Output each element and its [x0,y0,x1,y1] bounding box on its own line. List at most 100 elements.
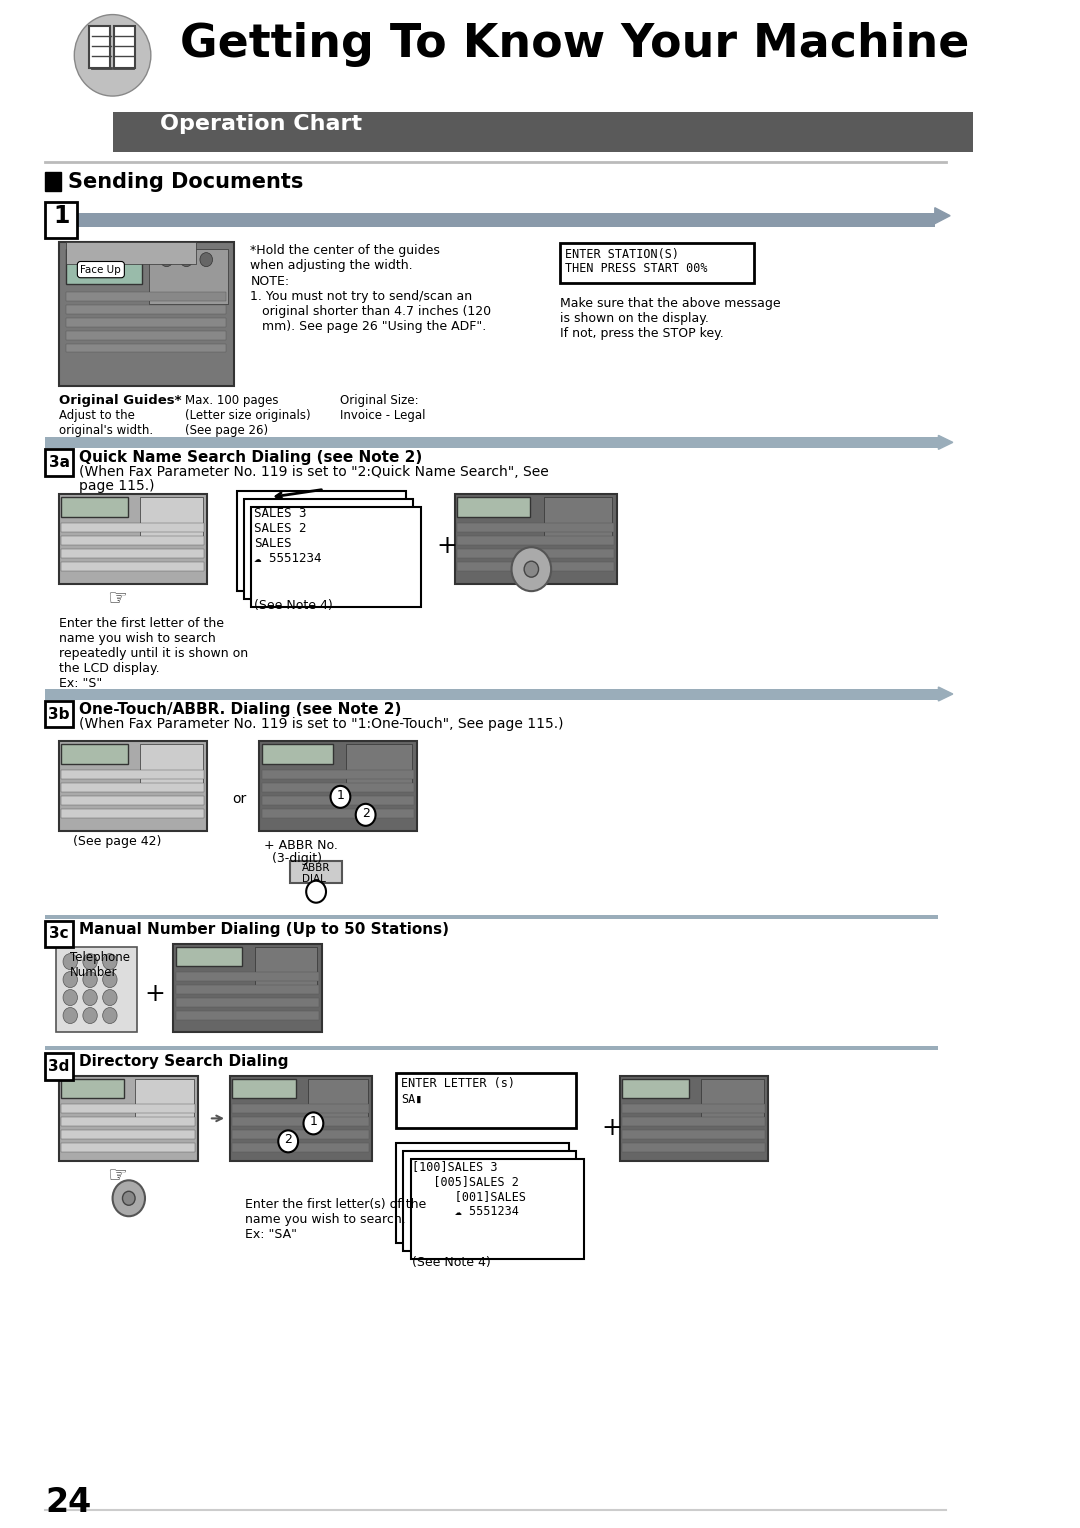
Bar [458,536,615,545]
Bar [262,770,415,779]
Bar [561,243,754,283]
Text: 3d: 3d [49,1059,70,1074]
Bar [291,860,342,883]
Bar [45,202,78,238]
Text: SALES 3: SALES 3 [254,507,307,520]
Bar [455,494,617,584]
Bar [62,523,204,532]
Bar [45,1053,73,1080]
Text: 3a: 3a [49,455,69,471]
Bar [232,1103,369,1112]
Bar [346,744,413,784]
Bar [140,497,203,538]
Bar [259,741,417,831]
Bar [173,944,322,1031]
Text: Directory Search Dialing: Directory Search Dialing [79,1054,288,1070]
Circle shape [83,990,97,1005]
Polygon shape [935,208,950,223]
Bar [66,318,226,327]
Circle shape [200,252,213,266]
Bar [232,1129,369,1138]
Bar [58,494,207,584]
Circle shape [307,880,326,903]
Circle shape [103,953,117,970]
Bar [176,984,319,993]
Bar [66,292,226,301]
Bar [410,1160,583,1259]
Text: Quick Name Search Dialing (see Note 2): Quick Name Search Dialing (see Note 2) [79,451,422,466]
Bar [78,212,935,226]
Bar [244,500,414,599]
Text: ☞: ☞ [107,1166,127,1186]
Text: +: + [602,1117,622,1140]
Bar [62,796,204,805]
Text: (3-digit): (3-digit) [264,851,322,865]
Text: Sending Documents: Sending Documents [68,171,303,191]
Bar [176,998,319,1007]
Bar [140,744,203,784]
Bar [62,1117,195,1126]
Bar [458,523,615,532]
Text: 1: 1 [310,1115,318,1128]
Text: ☞: ☞ [107,590,127,610]
Circle shape [303,1112,323,1134]
Bar [62,770,204,779]
Bar [622,1079,689,1099]
Bar [66,344,226,353]
Circle shape [63,990,78,1005]
Text: SALES: SALES [254,538,292,550]
Text: ENTER STATION(S): ENTER STATION(S) [565,248,678,261]
Circle shape [524,561,539,578]
Bar [62,536,204,545]
Bar [58,241,234,387]
Circle shape [83,1007,97,1024]
Bar [458,549,615,558]
Bar [45,1047,939,1050]
Bar [404,1151,577,1251]
Bar [255,947,318,986]
Circle shape [512,547,551,591]
Circle shape [103,990,117,1005]
Bar [66,304,226,313]
Bar [62,744,129,764]
Bar [62,562,204,571]
Text: (See Note 4): (See Note 4) [254,599,333,613]
Bar [0,0,973,174]
Bar [62,549,204,558]
Circle shape [63,1007,78,1024]
Text: Face Up: Face Up [81,264,121,275]
Bar [176,947,243,966]
Circle shape [112,1180,145,1216]
Bar [262,808,415,817]
Text: (When Fax Parameter No. 119 is set to "2:Quick Name Search", See: (When Fax Parameter No. 119 is set to "2… [79,466,549,480]
Bar [62,782,204,792]
Text: + ABBR No.: + ABBR No. [264,839,338,851]
Circle shape [63,953,78,970]
Text: THEN PRESS START 00%: THEN PRESS START 00% [565,261,707,275]
Text: SA▮: SA▮ [401,1093,422,1105]
Text: 2: 2 [362,807,369,821]
Bar [62,497,129,516]
Text: 3c: 3c [50,926,69,941]
Bar [45,689,939,700]
Circle shape [83,953,97,970]
Text: Getting To Know Your Machine: Getting To Know Your Machine [180,21,970,67]
Bar [701,1079,764,1117]
Text: NOTE:
1. You must not try to send/scan an
   original shorter than 4.7 inches (1: NOTE: 1. You must not try to send/scan a… [251,275,491,333]
Text: ☁ 5551234: ☁ 5551234 [254,552,322,565]
Bar [45,701,73,727]
Bar [56,947,137,1031]
Bar [45,449,73,475]
Circle shape [355,804,376,825]
Text: Enter the first letter(s) of the
name you wish to search.
Ex: "SA": Enter the first letter(s) of the name yo… [245,1198,427,1241]
Bar [176,1010,319,1019]
Bar [620,1076,768,1161]
Text: [005]SALES 2: [005]SALES 2 [413,1175,519,1189]
Polygon shape [939,688,953,701]
Bar [396,1074,577,1128]
Bar [176,972,319,981]
Bar [62,1143,195,1152]
Text: Manual Number Dialing (Up to 50 Stations): Manual Number Dialing (Up to 50 Stations… [79,921,449,937]
Circle shape [180,252,192,266]
Circle shape [103,1007,117,1024]
